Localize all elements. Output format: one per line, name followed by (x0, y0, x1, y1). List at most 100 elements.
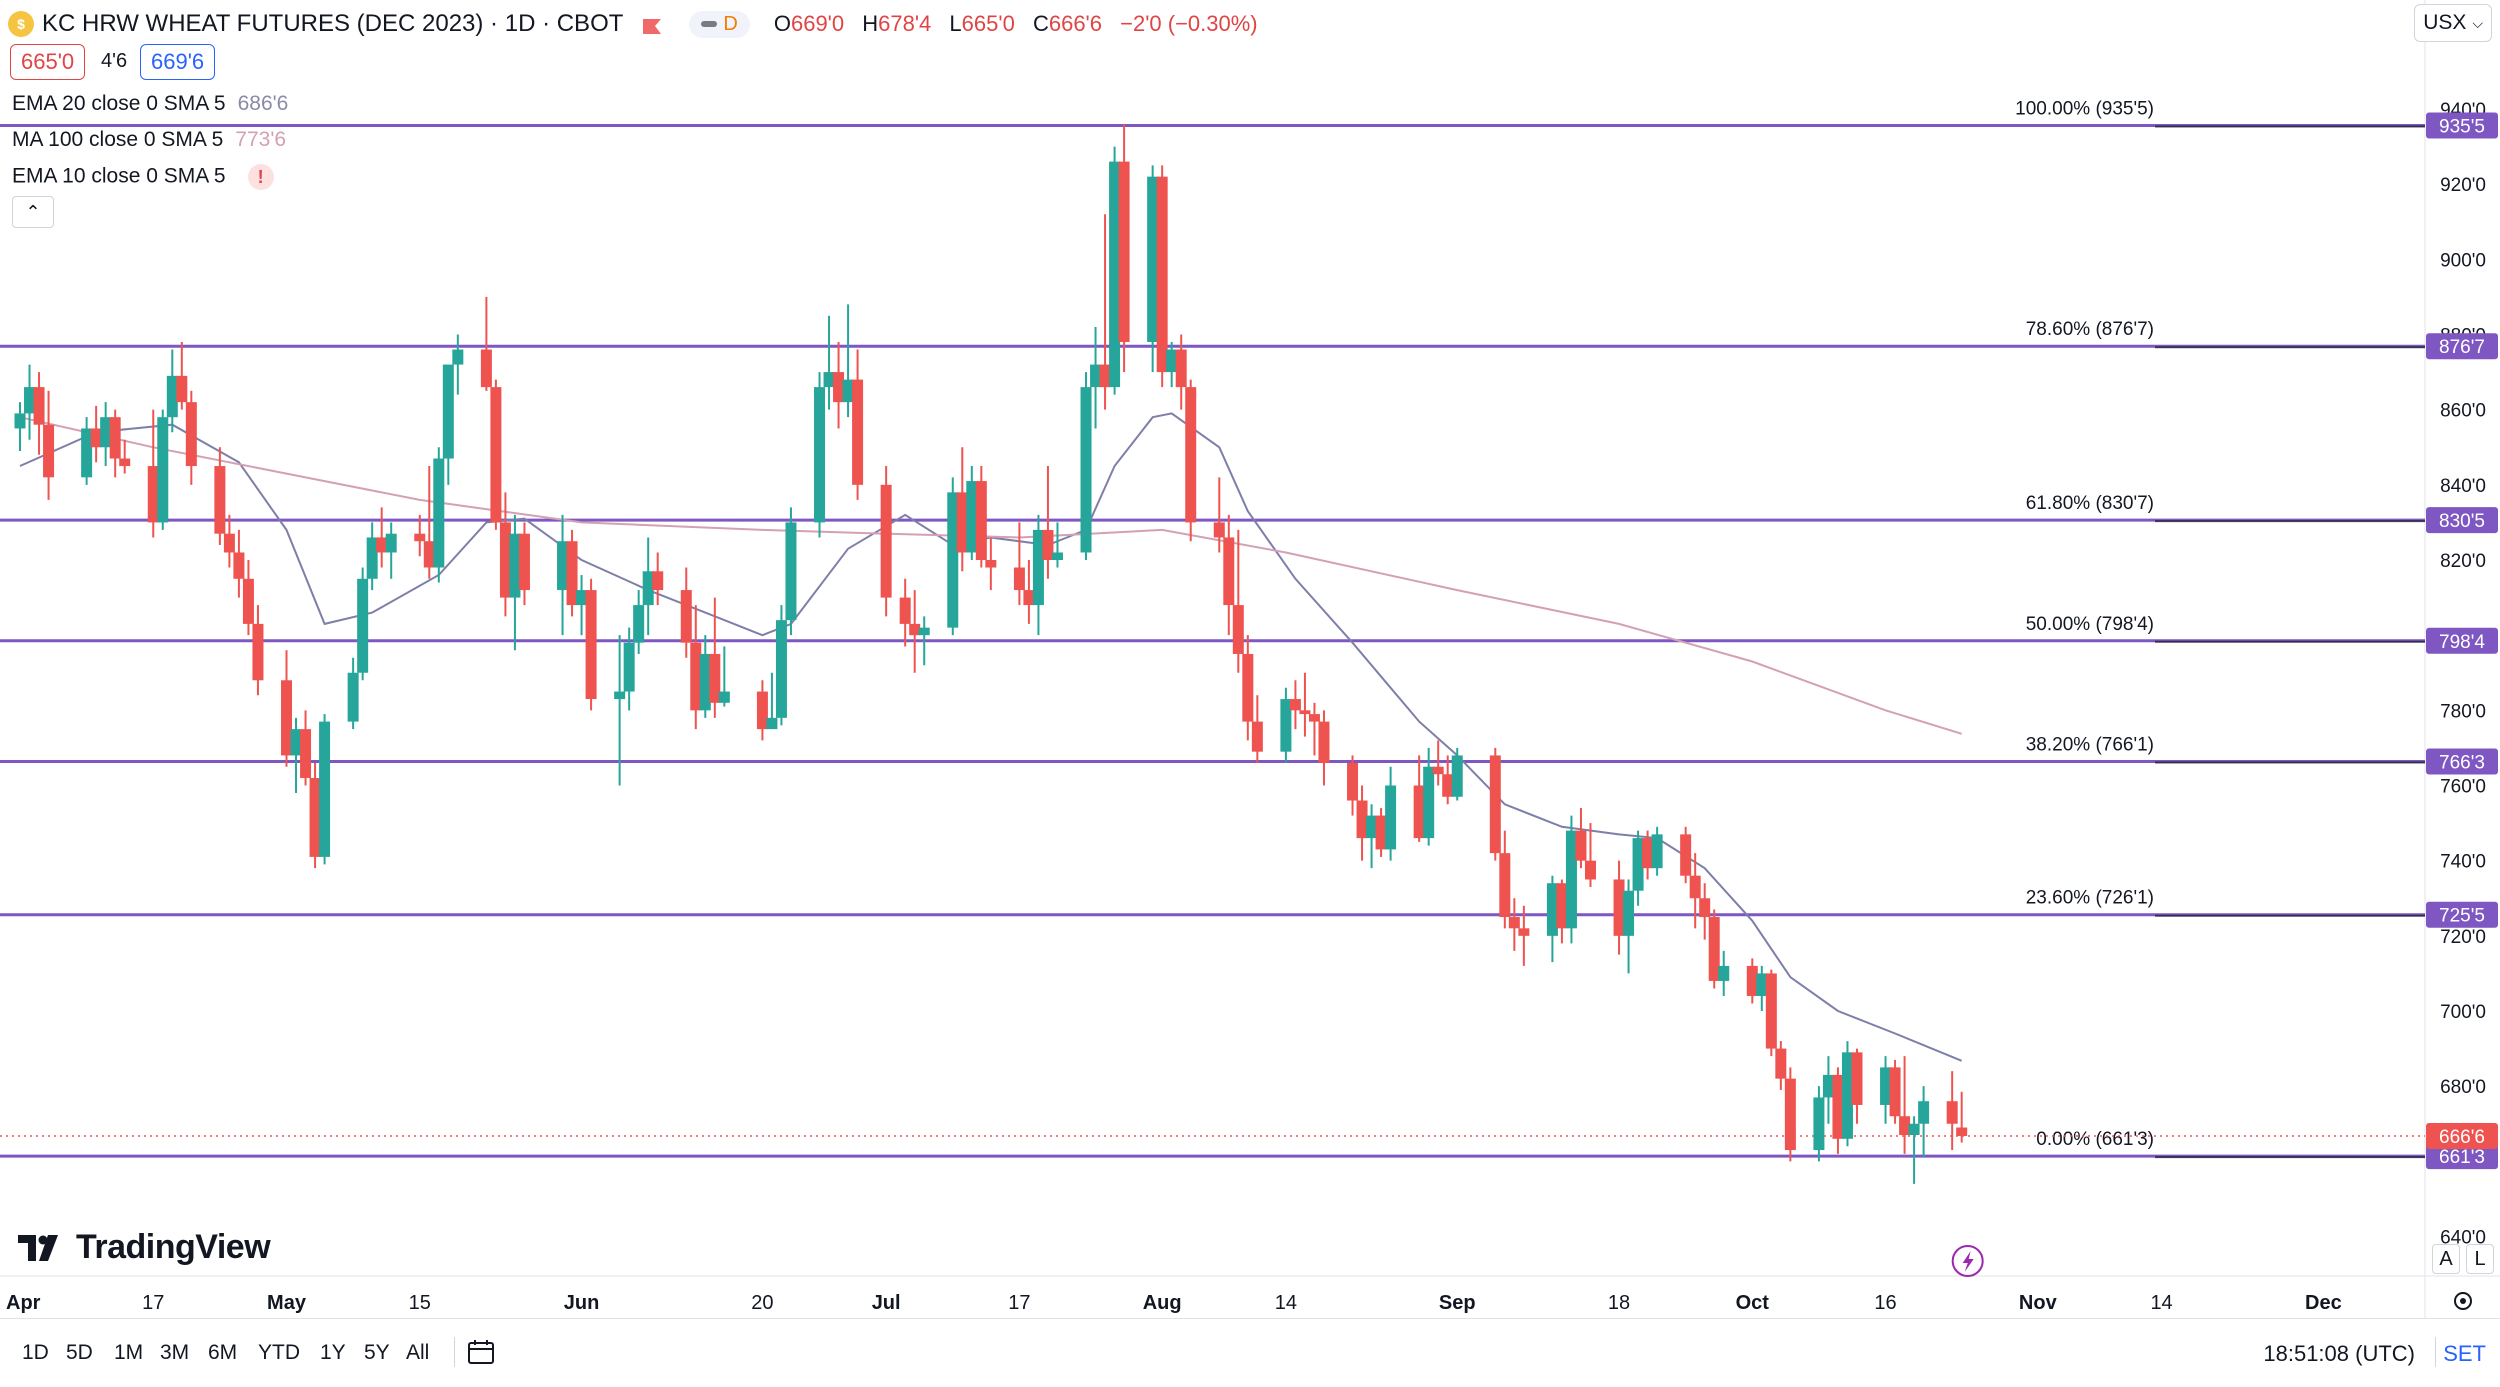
candle[interactable] (1242, 635, 1254, 741)
candle[interactable] (1575, 808, 1587, 869)
candle[interactable] (642, 537, 654, 636)
candle[interactable] (1680, 826, 1692, 884)
candle[interactable] (1775, 1041, 1787, 1090)
candle[interactable] (1832, 1067, 1844, 1154)
candle[interactable] (242, 560, 254, 636)
currency-button[interactable]: USX ⌵ (2414, 4, 2492, 42)
candle[interactable] (518, 522, 530, 606)
candle[interactable] (290, 717, 302, 794)
candle[interactable] (1318, 710, 1330, 786)
candle[interactable] (100, 402, 112, 467)
candle[interactable] (157, 409, 169, 530)
candle[interactable] (309, 762, 321, 869)
candle[interactable] (975, 466, 987, 568)
candle[interactable] (1147, 165, 1159, 373)
candle[interactable] (1356, 785, 1368, 861)
candle[interactable] (1013, 522, 1025, 606)
candle[interactable] (1699, 883, 1711, 940)
candle[interactable] (1366, 804, 1378, 869)
candle[interactable] (1299, 672, 1311, 737)
candle[interactable] (1090, 326, 1102, 429)
candle[interactable] (1784, 1067, 1796, 1162)
lightning-icon[interactable] (1951, 1245, 1984, 1277)
candle[interactable] (1099, 214, 1111, 410)
candle[interactable] (1251, 695, 1263, 763)
candle[interactable] (223, 514, 235, 568)
utc-clock[interactable]: 18:51:08 (UTC) (2263, 1341, 2415, 1366)
candle[interactable] (918, 616, 930, 666)
candle[interactable] (1508, 898, 1520, 951)
candle[interactable] (633, 590, 645, 654)
candle[interactable] (1118, 124, 1130, 373)
candle[interactable] (899, 578, 911, 647)
candle[interactable] (1080, 372, 1092, 560)
candle[interactable] (756, 680, 768, 741)
candle[interactable] (1308, 702, 1320, 756)
candle[interactable] (680, 567, 692, 658)
candle[interactable] (414, 514, 426, 557)
range-ytd-button[interactable]: YTD (258, 1341, 300, 1364)
candle[interactable] (1651, 826, 1663, 876)
range-3m-button[interactable]: 3M (160, 1341, 190, 1364)
candle[interactable] (442, 364, 454, 485)
candle[interactable] (14, 402, 26, 452)
candle[interactable] (1880, 1056, 1892, 1124)
candle[interactable] (985, 537, 997, 591)
flag-icon[interactable] (641, 15, 663, 34)
candle[interactable] (1565, 815, 1577, 944)
candle[interactable] (1023, 560, 1035, 624)
indicator-ema20[interactable]: EMA 20 close 0 SMA 5 686'6 (12, 92, 288, 116)
candle[interactable] (1613, 860, 1625, 955)
candle[interactable] (90, 405, 102, 463)
candle[interactable] (623, 627, 635, 711)
candle[interactable] (499, 492, 511, 617)
candle[interactable] (718, 646, 730, 707)
symbol-header[interactable]: $ KC HRW WHEAT FUTURES (DEC 2023) · 1D ·… (8, 4, 1270, 44)
candle[interactable] (1289, 680, 1301, 730)
tradingview-logo[interactable]: TradingView (18, 1228, 271, 1267)
session-set-button[interactable]: SET (2443, 1341, 2486, 1366)
price-chart[interactable]: 640'0660'0680'0700'0720'0740'0760'0780'0… (0, 0, 2500, 1318)
candle[interactable] (166, 349, 178, 433)
candle[interactable] (1185, 379, 1197, 542)
candle[interactable] (557, 514, 569, 636)
candle[interactable] (652, 552, 664, 606)
buy-button[interactable]: 669'6 (140, 44, 216, 80)
candle[interactable] (1442, 755, 1454, 805)
candle[interactable] (1813, 1086, 1825, 1162)
candle[interactable] (1623, 879, 1635, 974)
candle[interactable] (1385, 766, 1397, 861)
candle[interactable] (880, 466, 892, 617)
range-6m-button[interactable]: 6M (208, 1341, 238, 1364)
candle[interactable] (1642, 830, 1654, 880)
candle[interactable] (614, 635, 626, 786)
candle[interactable] (909, 590, 921, 673)
candle[interactable] (1822, 1056, 1834, 1124)
candle[interactable] (709, 597, 721, 718)
candle[interactable] (366, 522, 378, 591)
candle[interactable] (1489, 747, 1501, 861)
candle[interactable] (1423, 747, 1435, 846)
candle[interactable] (1708, 909, 1720, 989)
candle[interactable] (1166, 342, 1178, 388)
candle[interactable] (1546, 875, 1558, 963)
candle[interactable] (452, 334, 464, 395)
candle[interactable] (423, 466, 435, 579)
candle[interactable] (1413, 755, 1425, 842)
candle[interactable] (1375, 808, 1387, 857)
candle[interactable] (24, 364, 36, 440)
candle[interactable] (814, 372, 826, 538)
sell-button[interactable]: 665'0 (10, 44, 86, 80)
range-1d-button[interactable]: 1D (22, 1341, 49, 1364)
candle[interactable] (357, 567, 369, 681)
candle[interactable] (576, 575, 588, 636)
candle[interactable] (319, 714, 331, 865)
candle[interactable] (1584, 823, 1596, 887)
warning-icon[interactable]: ! (247, 164, 274, 190)
candle[interactable] (966, 466, 978, 560)
candle[interactable] (1889, 1059, 1901, 1124)
candle[interactable] (1032, 514, 1044, 636)
gear-icon[interactable] (2454, 1292, 2472, 1310)
range-1m-button[interactable]: 1M (114, 1341, 144, 1364)
candle[interactable] (1109, 146, 1121, 395)
